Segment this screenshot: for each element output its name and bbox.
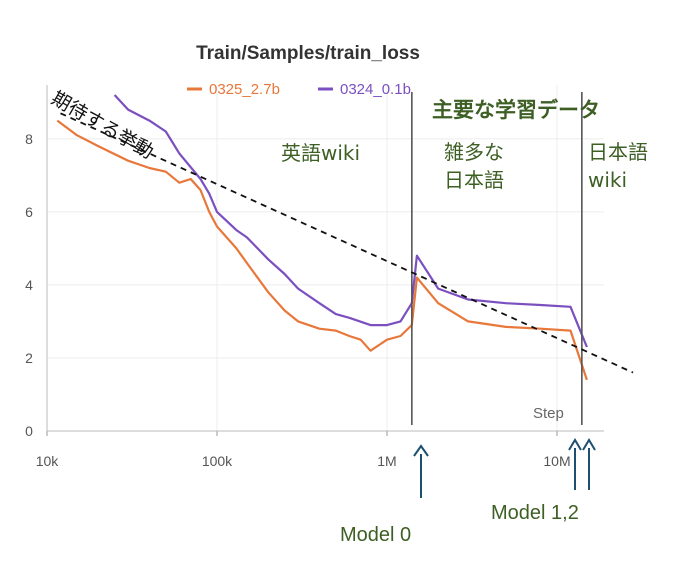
phase-label-english-wiki: 英語wiki (281, 141, 360, 165)
y-tick-label: 6 (25, 204, 33, 220)
axes: 0 2 4 6 8 10k 100k 1M 10M (25, 85, 604, 469)
phase-label-japanese-wiki-1: 日本語 (588, 140, 648, 164)
x-tick-label: 10k (36, 453, 60, 469)
model-0-label: Model 0 (340, 524, 411, 546)
expected-trend-line (60, 112, 634, 374)
phase-label-misc-japanese-2: 日本語 (444, 168, 504, 192)
model-1-arrow (568, 438, 582, 490)
phase-label-japanese-wiki-2: wiki (588, 168, 627, 192)
model-0-arrow (413, 444, 429, 498)
model-2-arrow (582, 438, 596, 490)
legend-label-0325: 0325_2.7b (209, 81, 280, 98)
series-line-0325_2.7b (56, 119, 588, 381)
phase-label-misc-japanese-1: 雑多な (444, 140, 504, 164)
y-tick-label: 2 (25, 350, 33, 366)
x-tick-label: 10M (543, 453, 570, 469)
model-12-label: Model 1,2 (491, 502, 579, 524)
x-tick-label: 100k (202, 453, 233, 469)
legend[interactable]: 0325_2.7b 0324_0.1b (187, 81, 411, 98)
series-line-0324_0.1b (113, 94, 588, 348)
x-tick-label: 1M (377, 453, 396, 469)
phase-title: 主要な学習データ (432, 98, 600, 122)
legend-label-0324: 0324_0.1b (340, 81, 411, 98)
y-tick-label: 8 (25, 131, 33, 147)
annotations (60, 92, 634, 425)
y-tick-label: 0 (25, 423, 33, 439)
series-layer (56, 94, 588, 381)
x-axis-label: Step (533, 405, 564, 422)
y-tick-label: 4 (25, 277, 33, 293)
chart-title: Train/Samples/train_loss (196, 43, 420, 64)
